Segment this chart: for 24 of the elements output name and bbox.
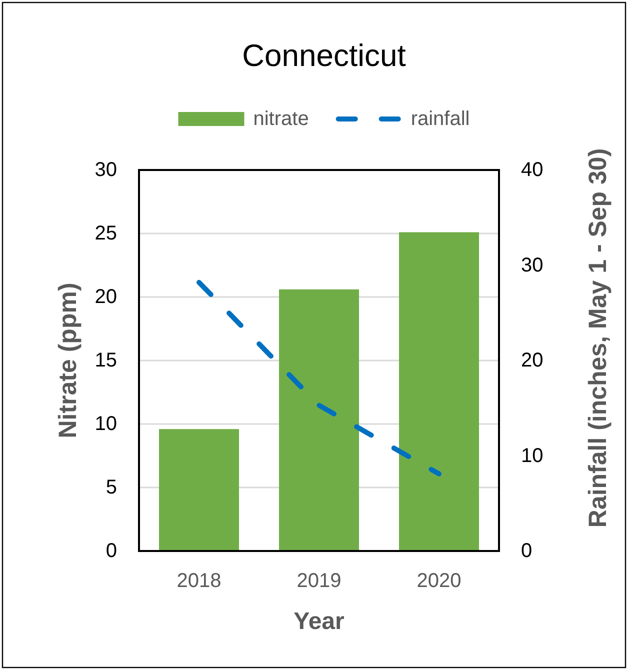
y2-tick-label: 20 [521,350,544,372]
y-tick-label: 30 [94,159,117,181]
x-tick-label: 2018 [176,570,222,592]
y2-tick-label: 40 [521,159,544,181]
y2-tick-label: 10 [521,444,544,467]
bar [279,289,359,551]
y-axis-title: Nitrate (ppm) [54,282,82,438]
y-tick-label: 15 [94,350,117,372]
y-tick-label: 20 [94,286,117,308]
bar [159,429,239,551]
y-tick-label: 5 [106,476,117,498]
y2-tick-label: 0 [521,540,532,562]
x-tick-label: 2020 [416,570,462,592]
y-tick-label: 10 [94,413,117,435]
legend-label: rainfall [410,108,470,130]
legend-label: nitrate [253,108,309,130]
y-tick-label: 0 [106,540,117,562]
y2-tick-label: 30 [521,254,544,276]
chart-title: Connecticut [242,38,406,72]
y-tick-label: 25 [94,222,117,244]
x-tick-label: 2019 [296,570,342,592]
bar [399,232,479,551]
y2-axis-title: Rainfall (inches, May 1 - Sep 30) [584,148,612,528]
x-axis-title: Year [294,608,344,634]
